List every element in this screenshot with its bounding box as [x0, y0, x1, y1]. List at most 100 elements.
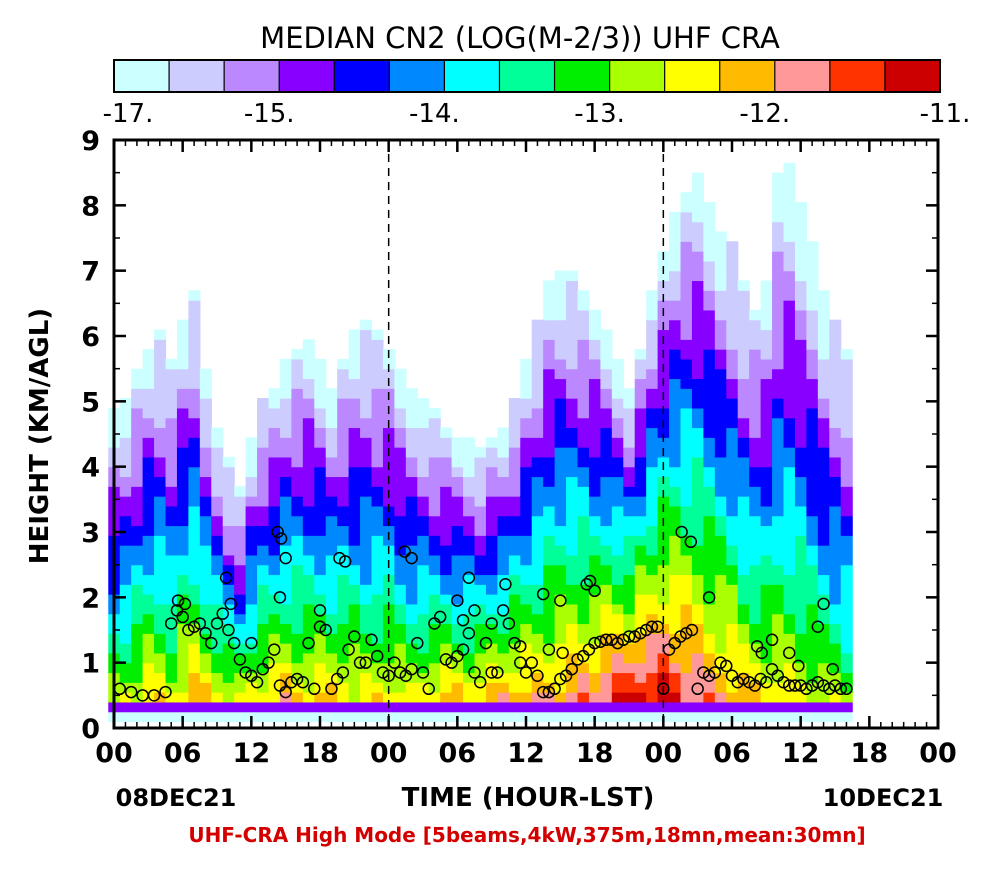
bl-height-marker [359, 656, 373, 669]
colorbar-swatch [279, 60, 335, 92]
bl-height-marker [279, 685, 292, 699]
x-tick-label: 12 [507, 738, 545, 769]
bl-height-marker [222, 623, 235, 637]
bl-height-marker [227, 636, 241, 650]
bl-height-marker [536, 685, 550, 699]
bl-height-marker [233, 653, 247, 666]
bl-height-marker [594, 635, 607, 649]
y-tick-label: 9 [81, 126, 100, 157]
bl-height-marker [499, 578, 512, 591]
y-tick-label: 6 [81, 322, 100, 353]
bl-height-marker [224, 597, 237, 611]
bl-height-marker [171, 594, 185, 607]
axis-ticks [112, 138, 940, 730]
x-tick-label: 00 [919, 738, 957, 769]
bl-height-marker [302, 636, 315, 650]
bl-height-marker [485, 617, 498, 630]
bl-height-marker [514, 640, 527, 653]
bl-height-marker [462, 571, 476, 584]
bl-height-marker [565, 662, 579, 676]
bl-height-marker [308, 682, 321, 696]
x-tick-label: 00 [370, 738, 408, 769]
x-tick-label: 18 [301, 738, 339, 769]
bl-height-marker [525, 656, 538, 669]
bl-height-marker [338, 555, 352, 568]
colorbar-swatch [554, 60, 611, 92]
bl-height-marker [353, 656, 367, 669]
bl-height-marker [319, 623, 332, 637]
bl-height-marker [325, 682, 338, 696]
bl-height-marker [124, 685, 138, 699]
bl-height-marker [502, 617, 516, 630]
bl-height-marker [755, 646, 769, 660]
bl-height-marker [271, 525, 284, 539]
colorbar-tick-labels: -17. -15. -14. -13. -12. -11. [103, 99, 971, 129]
bl-height-marker [456, 613, 470, 627]
bl-height-marker [782, 646, 796, 660]
y-tick-label: 3 [81, 518, 100, 549]
x-tick-label: 06 [713, 738, 751, 769]
bl-height-marker [760, 676, 773, 689]
bl-height-marker [496, 604, 510, 617]
bl-height-marker [554, 594, 567, 607]
bl-height-marker [164, 617, 178, 630]
bl-height-marker [531, 669, 544, 682]
bl-height-marker [398, 545, 411, 558]
bl-height-marker [685, 623, 699, 637]
colorbar-swatch [719, 60, 776, 92]
y-tick-label: 1 [81, 649, 100, 680]
bl-height-marker [834, 682, 847, 696]
cn2-heatmap [108, 162, 853, 723]
bl-height-marker [468, 666, 481, 679]
colorbar-tick-label: -14. [409, 99, 460, 129]
boundary-layer-markers [113, 525, 853, 702]
x-tick-label: 18 [851, 738, 889, 769]
bl-height-marker [216, 607, 229, 620]
bl-height-marker [657, 682, 670, 696]
x-axis-label: TIME (HOUR-LST) [402, 783, 655, 813]
bl-height-marker [708, 666, 722, 679]
bl-height-marker [826, 662, 839, 676]
colorbar-tick-label: -15. [244, 99, 295, 129]
bl-height-marker [556, 646, 569, 660]
bl-height-marker [651, 620, 664, 633]
bl-height-marker [485, 666, 498, 679]
bl-height-marker [817, 597, 830, 611]
y-tick-label: 4 [81, 453, 100, 484]
bl-height-marker [342, 643, 355, 656]
bl-height-marker [536, 587, 550, 601]
bl-height-marker [645, 620, 659, 633]
bl-height-marker [433, 610, 447, 624]
bl-height-marker [274, 532, 288, 545]
bl-height-marker [491, 666, 504, 679]
bl-height-marker [388, 656, 401, 669]
bl-height-marker [365, 633, 378, 647]
y-tick-label: 7 [81, 257, 100, 288]
bl-height-marker [580, 578, 593, 591]
x-tick-label: 06 [439, 738, 477, 769]
bl-height-marker [267, 643, 281, 656]
bl-height-marker [370, 649, 384, 663]
bl-height-marker [199, 627, 212, 640]
y-tick-label: 2 [81, 583, 100, 614]
chart-title: MEDIAN CN2 (LOG(M-2/3)) UHF CRA [260, 21, 780, 55]
x-tick-label: 18 [576, 738, 614, 769]
bl-height-marker [519, 666, 533, 679]
bl-height-marker [811, 620, 825, 633]
bl-height-marker [479, 636, 493, 650]
bl-height-marker [336, 666, 350, 679]
bl-height-marker [178, 597, 192, 611]
bl-height-marker [210, 617, 224, 630]
bl-height-marker [313, 604, 327, 617]
bl-height-marker [416, 666, 430, 679]
colorbar-swatch [334, 60, 390, 92]
colorbar-swatch [884, 60, 941, 92]
bl-height-marker [473, 676, 487, 689]
x-tick-label: 12 [233, 738, 271, 769]
colorbar-tick-label: -12. [739, 99, 790, 129]
bl-height-marker [720, 659, 733, 673]
date-left-label: 08DEC21 [116, 784, 237, 812]
colorbar-swatch [499, 60, 556, 92]
colorbar-swatch [774, 60, 831, 92]
